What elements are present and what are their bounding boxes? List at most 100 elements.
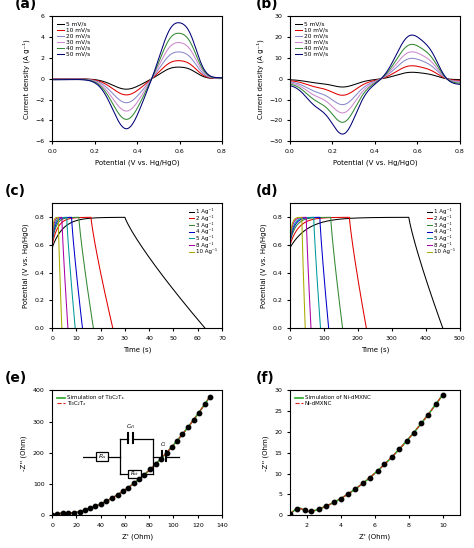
- 10 Ag⁻¹: [53, 214, 59, 221]
- 10 mV/s: [369, 78, 375, 84]
- 8 Ag⁻¹: [287, 239, 293, 246]
- X-axis label: Potential (V vs. Hg/HgO): Potential (V vs. Hg/HgO): [333, 159, 417, 166]
- 40 mV/s: [379, 75, 385, 81]
- Point: [366, 473, 374, 482]
- 8 Ag⁻¹: [289, 227, 294, 234]
- 1 Ag⁻¹: [56, 230, 62, 237]
- Legend: Simulation of Ti₃C₂Tₓ, Ti₃C₂Tₓ: Simulation of Ti₃C₂Tₓ, Ti₃C₂Tₓ: [55, 393, 126, 408]
- 20 mV/s: [287, 79, 293, 85]
- Point: [91, 502, 99, 511]
- 5 mV/s: [49, 76, 55, 82]
- 4 Ag⁻¹: [80, 325, 85, 332]
- Ti₃C₂Tₓ: [50, 511, 55, 518]
- 50 mV/s: [124, 125, 129, 132]
- 10 Ag⁻¹: [59, 325, 64, 332]
- 40 mV/s: [369, 82, 375, 88]
- 10 mV/s: [216, 75, 221, 82]
- 10 mV/s: [368, 78, 374, 85]
- 5 mV/s: [175, 64, 181, 70]
- Point: [395, 445, 403, 454]
- Point: [293, 504, 301, 513]
- 2 Ag⁻¹: [290, 235, 295, 241]
- Point: [59, 509, 67, 517]
- Legend: Simulation of Ni-dMXNC, Ni-dMXNC: Simulation of Ni-dMXNC, Ni-dMXNC: [293, 393, 373, 408]
- Point: [124, 483, 132, 492]
- 8 Ag⁻¹: [50, 232, 55, 239]
- 50 mV/s: [151, 70, 156, 77]
- Point: [146, 465, 154, 473]
- 10 Ag⁻¹: [50, 227, 55, 234]
- 30 mV/s: [124, 108, 129, 115]
- Ti₃C₂Tₓ: [146, 467, 152, 474]
- Point: [64, 509, 72, 517]
- 50 mV/s: [339, 131, 345, 138]
- 5 Ag⁻¹: [51, 227, 56, 234]
- 5 mV/s: [142, 79, 147, 86]
- 40 mV/s: [389, 64, 394, 71]
- 1 Ag⁻¹: [359, 215, 365, 221]
- 8 Ag⁻¹: [53, 216, 59, 222]
- Y-axis label: -Z'' (Ohm): -Z'' (Ohm): [263, 435, 269, 471]
- 1 Ag⁻¹: [93, 215, 99, 221]
- Line: 8 Ag⁻¹: 8 Ag⁻¹: [52, 218, 68, 328]
- 10 mV/s: [427, 66, 433, 73]
- Point: [136, 475, 143, 483]
- 2 Ag⁻¹: [361, 310, 366, 316]
- Point: [81, 506, 89, 515]
- 4 Ag⁻¹: [75, 284, 81, 290]
- 50 mV/s: [389, 61, 394, 67]
- 10 mV/s: [454, 77, 459, 84]
- 40 mV/s: [216, 75, 221, 81]
- Point: [201, 400, 209, 409]
- 5 Ag⁻¹: [287, 239, 293, 246]
- 50 mV/s: [189, 35, 195, 41]
- 40 mV/s: [131, 110, 137, 117]
- 3 Ag⁻¹: [52, 227, 57, 234]
- Text: (a): (a): [15, 0, 37, 12]
- Ni-dMXNC: [316, 506, 321, 512]
- 20 mV/s: [216, 75, 221, 82]
- Text: (b): (b): [256, 0, 279, 12]
- 2 Ag⁻¹: [364, 325, 369, 332]
- 5 mV/s: [189, 67, 195, 73]
- 10 mV/s: [457, 77, 463, 84]
- 20 mV/s: [189, 56, 195, 62]
- Line: 40 mV/s: 40 mV/s: [290, 44, 460, 122]
- Point: [108, 494, 116, 503]
- 1 Ag⁻¹: [79, 216, 85, 222]
- 10 mV/s: [219, 75, 225, 82]
- Point: [119, 487, 127, 496]
- Point: [103, 496, 110, 505]
- Line: 10 Ag⁻¹: 10 Ag⁻¹: [52, 218, 62, 328]
- 8 Ag⁻¹: [55, 214, 61, 221]
- 10 mV/s: [389, 71, 394, 78]
- Simulation of Ni-dMXNC: [328, 501, 334, 507]
- Point: [374, 466, 381, 475]
- 50 mV/s: [130, 119, 136, 126]
- 5 Ag⁻¹: [64, 214, 70, 221]
- 40 mV/s: [427, 52, 433, 59]
- 30 mV/s: [368, 81, 374, 88]
- 50 mV/s: [175, 19, 181, 26]
- 2 Ag⁻¹: [53, 229, 59, 235]
- Y-axis label: Current density (A g⁻¹): Current density (A g⁻¹): [256, 39, 264, 119]
- Simulation of Ni-dMXNC: [432, 402, 438, 409]
- 3 Ag⁻¹: [304, 216, 310, 222]
- Ni-dMXNC: [287, 510, 293, 517]
- Line: 40 mV/s: 40 mV/s: [52, 33, 222, 119]
- Simulation of Ti₃C₂Tₓ: [182, 427, 188, 434]
- 5 mV/s: [368, 77, 374, 83]
- Point: [114, 490, 121, 499]
- 20 mV/s: [124, 99, 129, 106]
- 5 mV/s: [131, 84, 137, 91]
- 3 Ag⁻¹: [287, 239, 293, 246]
- 20 mV/s: [219, 75, 225, 82]
- Line: 4 Ag⁻¹: 4 Ag⁻¹: [52, 218, 82, 328]
- Ti₃C₂Tₓ: [207, 393, 213, 400]
- 10 mV/s: [379, 75, 385, 82]
- 20 mV/s: [368, 79, 374, 86]
- 10 Ag⁻¹: [301, 284, 307, 290]
- Point: [388, 453, 396, 461]
- Point: [308, 507, 315, 516]
- 30 mV/s: [175, 39, 181, 46]
